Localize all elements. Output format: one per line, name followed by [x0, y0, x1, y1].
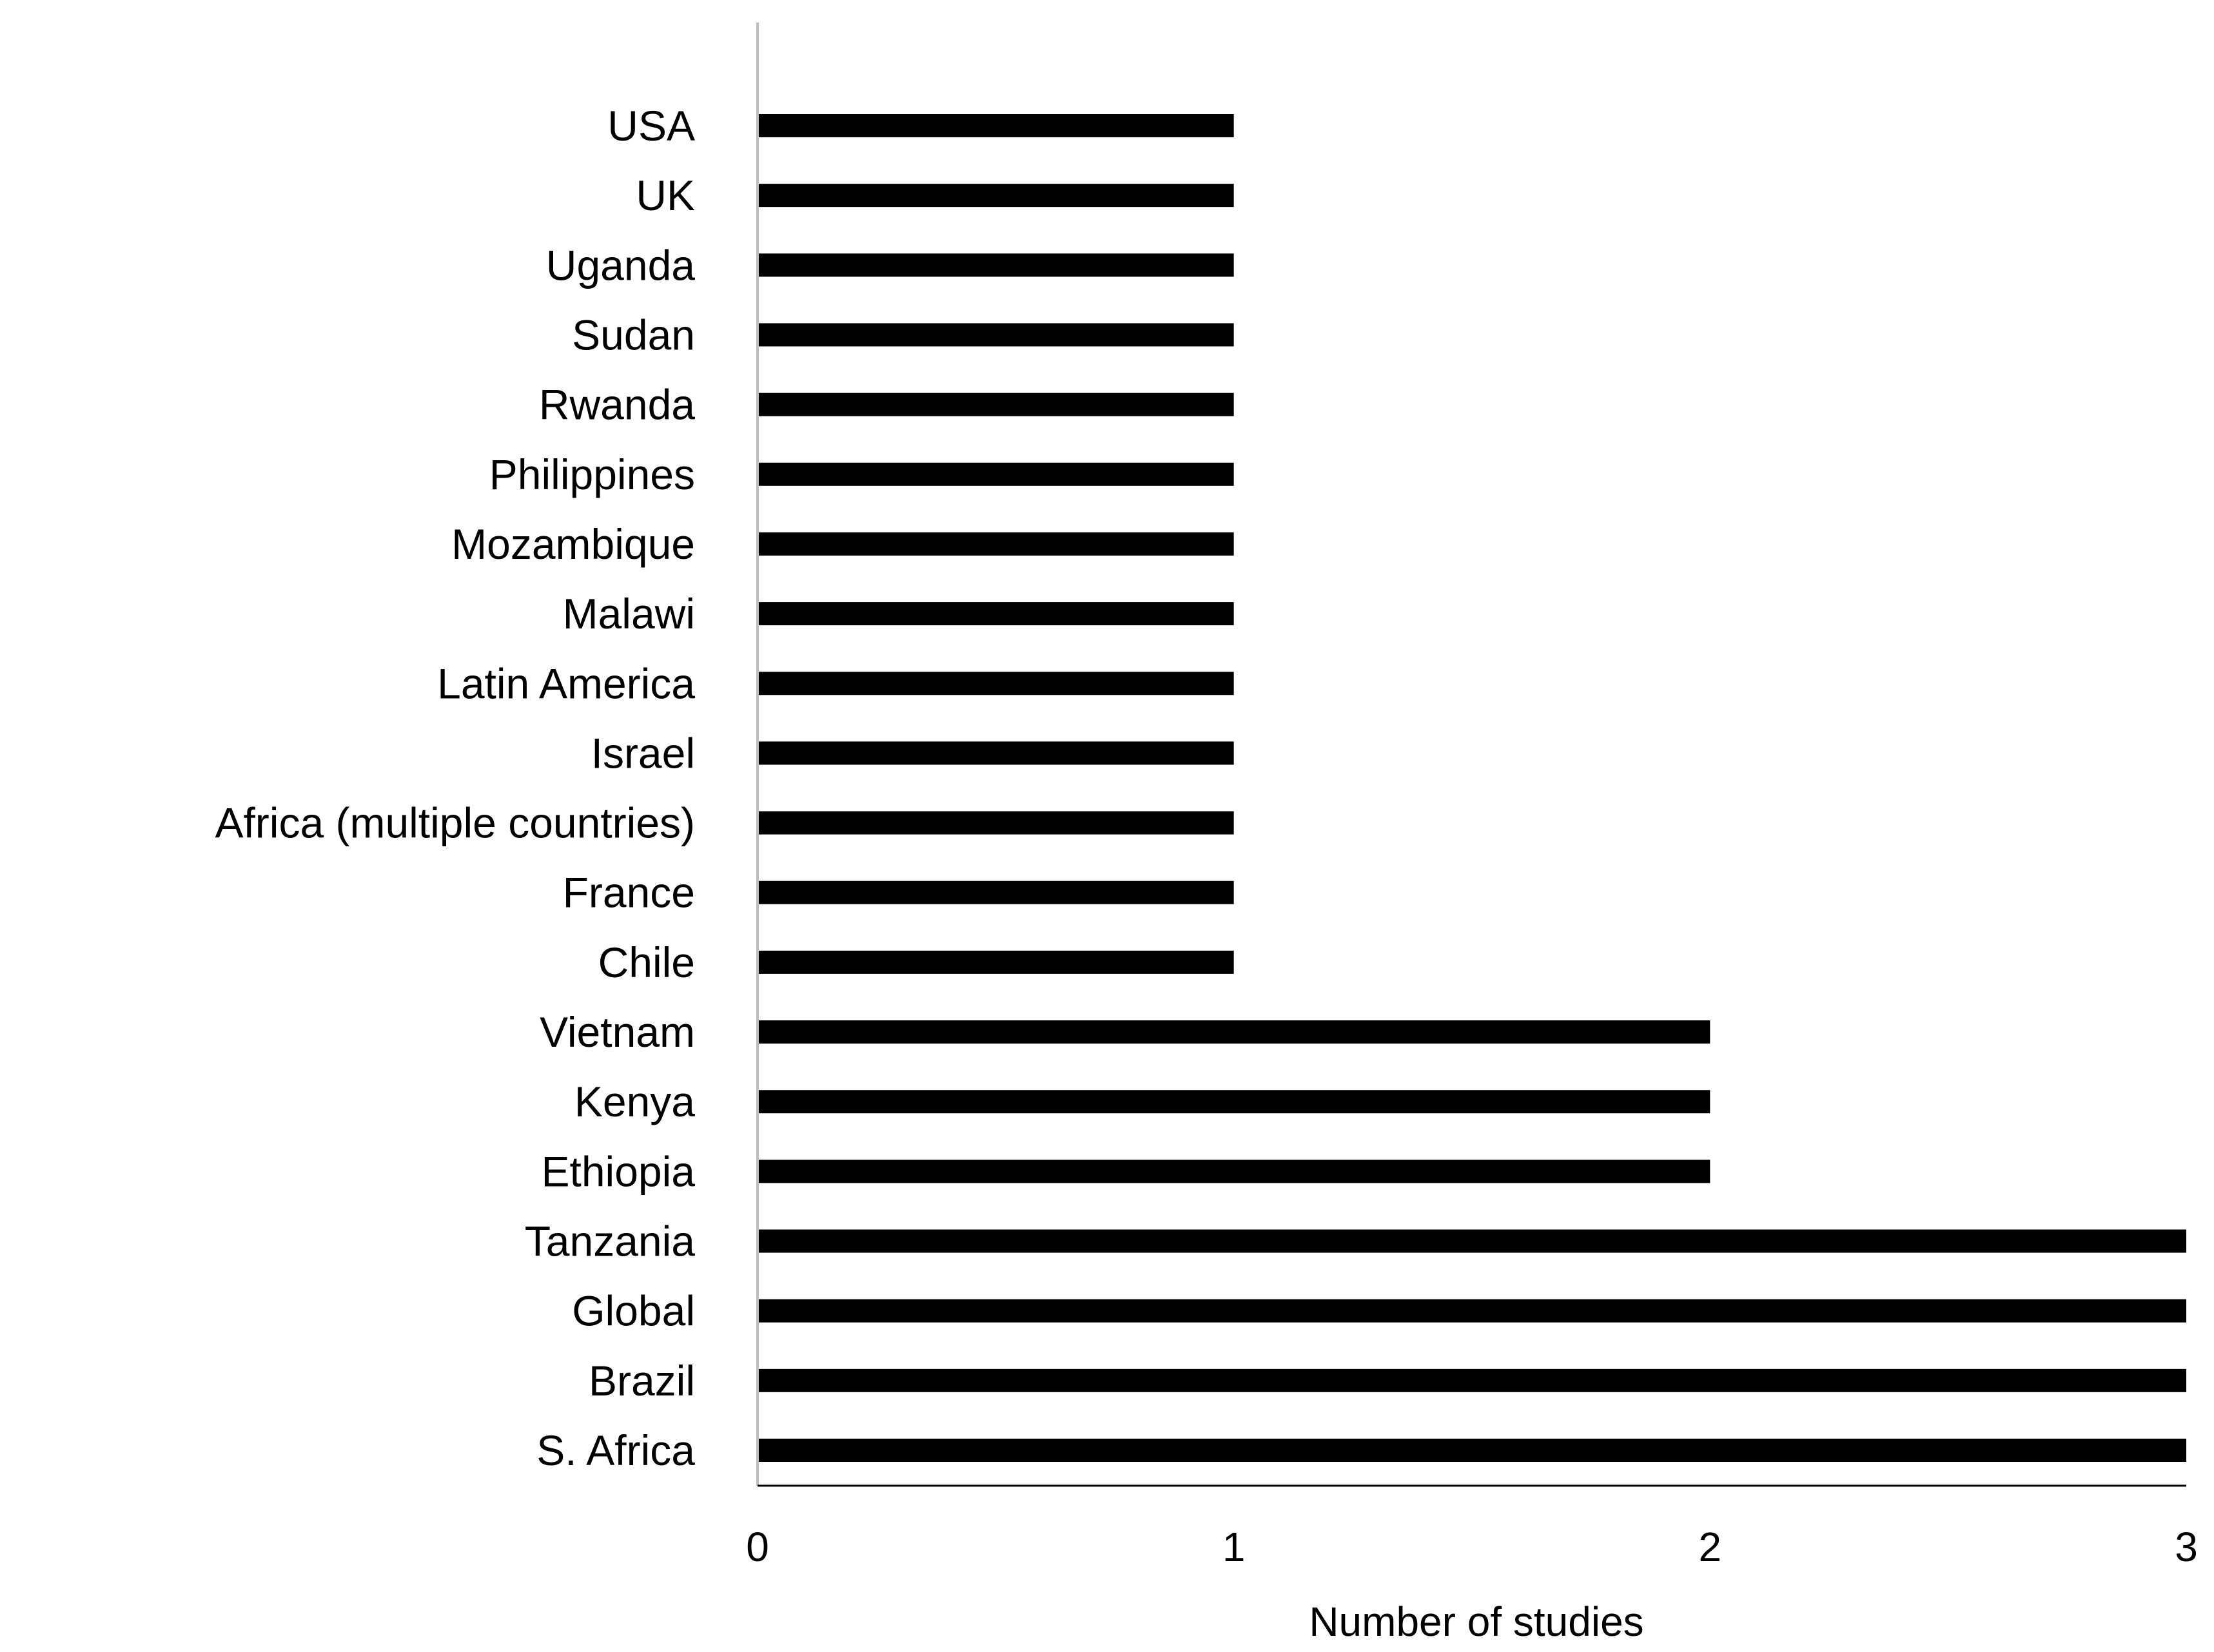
category-label: Mozambique — [451, 520, 695, 568]
category-label: UK — [636, 171, 695, 219]
bar-usa — [758, 114, 1234, 137]
category-labels: USA UK Uganda Sudan Rwanda Philippines Mozambi… — [215, 102, 695, 1474]
x-tick-label: 2 — [1699, 1524, 1722, 1570]
category-label: S. Africa — [536, 1426, 695, 1474]
category-label: Africa (multiple countries) — [215, 799, 695, 847]
bar-philippines — [758, 462, 1234, 486]
bar-latin-america — [758, 672, 1234, 695]
category-label: USA — [607, 102, 695, 150]
category-label: Global — [572, 1287, 695, 1335]
axes — [756, 23, 2186, 1487]
category-label: Vietnam — [540, 1008, 695, 1056]
bar-uk — [758, 184, 1234, 208]
bar-tanzania — [758, 1229, 2186, 1253]
bar-israel — [758, 741, 1234, 765]
category-label: Philippines — [489, 451, 695, 498]
x-tick-label: 1 — [1222, 1524, 1246, 1570]
category-label: Tanzania — [525, 1218, 695, 1265]
bar-france — [758, 880, 1234, 904]
category-label: Sudan — [572, 311, 695, 358]
x-axis-title: Number of studies — [1309, 1599, 1643, 1645]
category-label: France — [563, 869, 695, 917]
category-label: Malawi — [563, 590, 695, 637]
category-label: Uganda — [546, 241, 695, 289]
bars-layer — [758, 114, 2186, 1462]
category-label: Brazil — [589, 1357, 695, 1404]
bar-s-africa — [758, 1439, 2186, 1462]
bar-ethiopia — [758, 1160, 1710, 1183]
category-label: Ethiopia — [541, 1147, 695, 1195]
x-tick-labels: 0 1 2 3 — [746, 1524, 2198, 1570]
x-tick-label: 3 — [2175, 1524, 2198, 1570]
bar-rwanda — [758, 393, 1234, 416]
category-label: Kenya — [574, 1078, 695, 1125]
bar-global — [758, 1299, 2186, 1323]
bar-africa-multiple-countries — [758, 811, 1234, 835]
bar-vietnam — [758, 1020, 1710, 1044]
category-label: Chile — [598, 938, 695, 986]
bar-malawi — [758, 602, 1234, 626]
bar-kenya — [758, 1090, 1710, 1114]
category-label: Rwanda — [539, 381, 695, 429]
bar-sudan — [758, 323, 1234, 347]
category-label: Latin America — [437, 659, 695, 707]
bar-chile — [758, 950, 1234, 974]
bar-mozambique — [758, 532, 1234, 556]
bar-uganda — [758, 253, 1234, 277]
bar-brazil — [758, 1368, 2186, 1392]
category-label: Israel — [591, 729, 695, 777]
x-tick-label: 0 — [746, 1524, 769, 1570]
